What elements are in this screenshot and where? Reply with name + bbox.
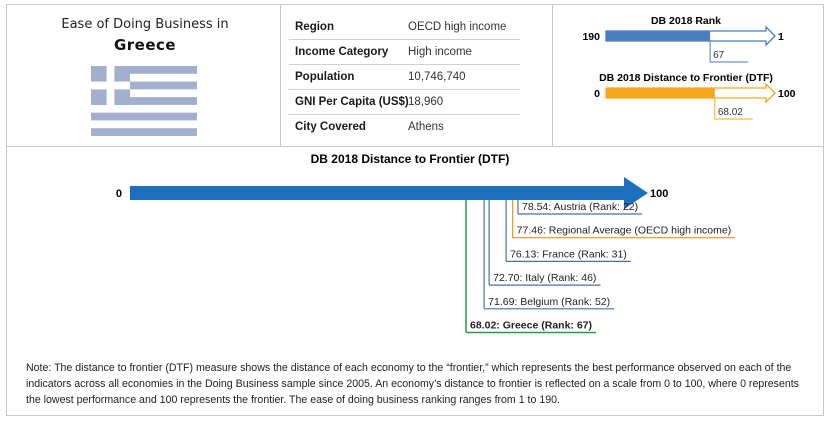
info-value: 18,960 <box>408 96 444 108</box>
economy-info-table: Region OECD high income Income Category Hig… <box>289 15 520 139</box>
flag-stripe <box>91 112 197 121</box>
mini-chart-title: DB 2018 Distance to Frontier (DTF) <box>599 72 773 84</box>
mini-value-label: 68.02 <box>718 107 743 118</box>
dtf-point-label: 71.69: Belgium (Rank: 52) <box>488 296 610 308</box>
info-row: GNI Per Capita (US$) 18,960 <box>289 90 520 115</box>
main-chart-title: DB 2018 Distance to Frontier (DTF) <box>311 152 510 166</box>
info-value: High income <box>408 46 472 58</box>
info-value: 10,746,740 <box>408 71 466 83</box>
dtf-point-label: 78.54: Austria (Rank: 22) <box>522 201 638 213</box>
vertical-divider-left <box>280 4 281 146</box>
dtf-mini-chart: DB 2018 Distance to Frontier (DTF) 0 100 68… <box>594 72 796 120</box>
info-label: Income Category <box>295 46 389 58</box>
mini-indicator-charts: DB 2018 Rank 190 1 67 DB 2018 Distance to Fr… <box>582 15 796 120</box>
flag-stripe <box>91 104 197 113</box>
rank-mini-chart: DB 2018 Rank 190 1 67 <box>582 15 784 63</box>
country-name: Greece <box>113 36 177 54</box>
mini-end-label: 1 <box>778 31 784 43</box>
main-dtf-arrow <box>130 177 648 209</box>
flag-stripe <box>91 66 197 75</box>
info-value: Athens <box>408 121 444 133</box>
dtf-point-label: 77.46: Regional Average (OECD high incom… <box>517 225 732 237</box>
mini-value-leader <box>714 98 753 120</box>
horizontal-divider <box>6 146 824 147</box>
mini-value-fill <box>606 31 711 41</box>
methodology-note: Note: The distance to frontier (DTF) mea… <box>26 362 799 406</box>
info-value: OECD high income <box>408 21 507 33</box>
mini-value-fill <box>606 88 715 98</box>
info-row: Region OECD high income <box>289 15 520 40</box>
greece-flag-icon <box>91 66 197 136</box>
info-row: Income Category High income <box>289 40 520 65</box>
dtf-point-label: 72.70: Italy (Rank: 46) <box>493 272 596 284</box>
info-label: City Covered <box>295 121 366 133</box>
mini-value-label: 67 <box>713 50 725 61</box>
vertical-divider-right <box>552 4 553 146</box>
info-row: City Covered Athens <box>289 115 520 139</box>
main-start-label: 0 <box>116 188 122 200</box>
flag-stripe <box>91 89 197 98</box>
mini-start-label: 190 <box>582 31 600 43</box>
profile-title: Ease of Doing Business in <box>61 17 229 32</box>
flag-stripe <box>91 128 197 136</box>
flag-stripe <box>91 73 197 82</box>
main-end-label: 100 <box>650 188 668 200</box>
info-label: Population <box>295 71 355 83</box>
flag-stripe <box>91 81 197 90</box>
mini-end-label: 100 <box>778 88 796 100</box>
profile-frame <box>6 4 824 416</box>
flag-stripe <box>91 97 197 106</box>
dtf-point-label: 68.02: Greece (Rank: 67) <box>470 320 592 332</box>
info-label: Region <box>295 21 334 33</box>
dtf-point-label: 76.13: France (Rank: 31) <box>510 248 627 260</box>
mini-start-label: 0 <box>594 88 600 100</box>
flag-stripe <box>91 120 197 129</box>
dtf-comparison-chart: DB 2018 Distance to Frontier (DTF) 0 100 78… <box>116 152 736 334</box>
info-label: GNI Per Capita (US$) <box>295 96 409 108</box>
mini-value-leader <box>709 41 749 63</box>
info-row: Population 10,746,740 <box>289 65 520 90</box>
mini-chart-title: DB 2018 Rank <box>651 15 721 27</box>
